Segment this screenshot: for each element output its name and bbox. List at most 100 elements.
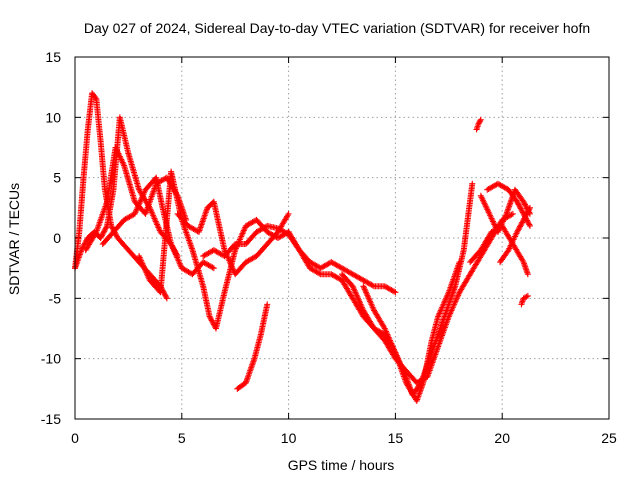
data-point-marker bbox=[392, 289, 399, 296]
data-point-marker bbox=[514, 200, 521, 207]
data-point-marker bbox=[517, 204, 523, 211]
series-trace10 bbox=[339, 210, 516, 386]
data-point-marker bbox=[524, 208, 531, 215]
series-trace6 bbox=[174, 198, 292, 278]
data-point-marker bbox=[509, 210, 516, 217]
data-point-marker bbox=[508, 211, 515, 218]
data-point-marker bbox=[161, 289, 167, 296]
y-tick-label: 15 bbox=[45, 49, 61, 65]
data-point-marker bbox=[207, 314, 214, 321]
data-point-marker bbox=[285, 210, 292, 217]
data-point-marker bbox=[162, 292, 169, 299]
data-point-marker bbox=[526, 206, 533, 213]
data-point-marker bbox=[469, 180, 476, 187]
chart-title: Day 027 of 2024, Sidereal Day-to-day VTE… bbox=[84, 20, 590, 36]
data-point-marker bbox=[526, 222, 533, 229]
series-trace15 bbox=[484, 180, 533, 229]
data-point-marker bbox=[206, 313, 213, 320]
x-axis-label: GPS time / hours bbox=[288, 457, 395, 473]
data-point-marker bbox=[514, 227, 521, 234]
data-point-marker bbox=[524, 218, 531, 225]
grid-lines bbox=[75, 57, 609, 419]
data-point-marker bbox=[523, 293, 530, 300]
series-trace5 bbox=[136, 168, 292, 332]
data-point-marker bbox=[521, 200, 528, 207]
data-point-marker bbox=[477, 117, 484, 124]
data-point-marker bbox=[514, 198, 521, 205]
data-point-marker bbox=[521, 214, 528, 221]
data-point-marker bbox=[83, 237, 90, 244]
data-point-marker bbox=[102, 225, 109, 232]
x-tick-label: 0 bbox=[71, 430, 79, 446]
data-point-marker bbox=[524, 210, 531, 217]
series-trace11 bbox=[360, 259, 463, 404]
data-point-marker bbox=[98, 233, 105, 240]
data-point-marker bbox=[456, 259, 463, 266]
data-point-marker bbox=[109, 224, 116, 231]
data-point-marker bbox=[101, 228, 108, 235]
data-point-marker bbox=[210, 265, 217, 272]
data-point-marker bbox=[391, 288, 398, 295]
y-tick-label: -5 bbox=[49, 290, 62, 306]
data-point-marker bbox=[101, 226, 108, 233]
data-point-marker bbox=[517, 223, 523, 230]
series-trace12 bbox=[473, 116, 484, 133]
data-point-marker bbox=[516, 224, 523, 231]
series-trace17 bbox=[518, 292, 531, 308]
data-point-marker bbox=[524, 292, 531, 299]
x-tick-label: 15 bbox=[388, 430, 404, 446]
data-point-marker bbox=[519, 257, 526, 264]
x-tick-label: 5 bbox=[178, 430, 186, 446]
data-point-marker bbox=[209, 264, 216, 271]
data-point-marker bbox=[284, 212, 291, 219]
series-trace16 bbox=[497, 204, 533, 266]
data-point-marker bbox=[517, 205, 524, 212]
series-trace9 bbox=[285, 180, 476, 398]
data-point-marker bbox=[92, 95, 99, 102]
data-point-marker bbox=[163, 293, 170, 300]
data-point-marker bbox=[525, 220, 532, 227]
data-point-marker bbox=[515, 226, 522, 233]
data-point-marker bbox=[99, 232, 106, 239]
data-point-marker bbox=[163, 295, 170, 302]
data-point-marker bbox=[103, 224, 110, 231]
data-point-marker bbox=[524, 271, 531, 278]
data-point-marker bbox=[516, 202, 523, 209]
data-point-marker bbox=[100, 229, 107, 236]
y-tick-label: 10 bbox=[45, 109, 61, 125]
data-point-marker bbox=[207, 316, 214, 323]
x-tick-label: 25 bbox=[601, 430, 617, 446]
data-point-marker bbox=[520, 216, 527, 223]
data-point-marker bbox=[369, 282, 376, 289]
data-point-marker bbox=[209, 318, 216, 325]
data-point-marker bbox=[477, 116, 484, 123]
data-point-marker bbox=[161, 291, 168, 298]
data-point-marker bbox=[316, 270, 323, 277]
data-point-marker bbox=[522, 212, 529, 219]
series-trace4 bbox=[99, 174, 217, 278]
data-point-marker bbox=[521, 201, 528, 208]
y-tick-label: -10 bbox=[41, 351, 61, 367]
data-point-marker bbox=[519, 208, 526, 215]
data-points bbox=[72, 90, 533, 404]
y-tick-label: 5 bbox=[53, 170, 61, 186]
data-point-marker bbox=[519, 218, 526, 225]
y-axis-label: SDTVAR / TECUs bbox=[6, 183, 22, 295]
data-point-marker bbox=[525, 207, 532, 214]
x-tick-label: 10 bbox=[281, 430, 297, 446]
y-tick-label: 0 bbox=[53, 230, 61, 246]
data-point-marker bbox=[523, 211, 530, 218]
data-point-marker bbox=[113, 232, 120, 239]
data-point-marker bbox=[521, 215, 528, 222]
data-point-marker bbox=[517, 222, 524, 229]
data-point-marker bbox=[526, 221, 533, 228]
data-point-marker bbox=[515, 201, 522, 208]
data-point-marker bbox=[519, 219, 526, 226]
data-point-marker bbox=[208, 317, 215, 324]
data-point-marker bbox=[518, 220, 525, 227]
data-point-marker bbox=[97, 235, 104, 241]
x-tick-label: 20 bbox=[494, 430, 510, 446]
y-tick-label: -15 bbox=[41, 411, 61, 427]
data-point-marker bbox=[518, 206, 525, 213]
